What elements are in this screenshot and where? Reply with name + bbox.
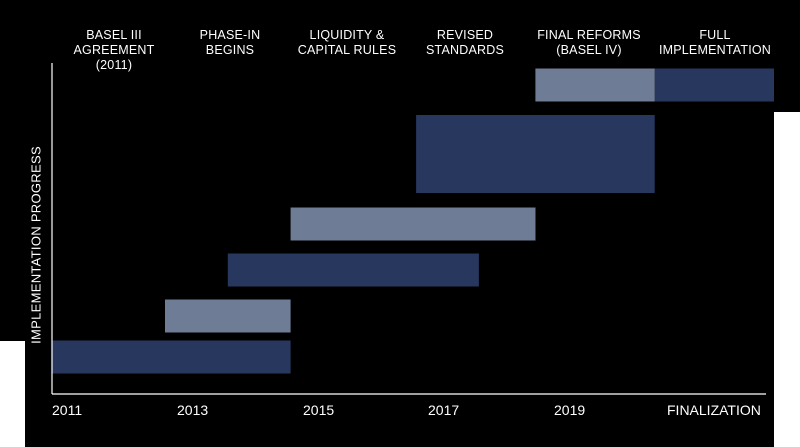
- phase-label-1: BASEL III AGREEMENT (2011): [54, 28, 174, 73]
- phase-label-1-line-3: (2011): [95, 58, 133, 72]
- phase-label-3-line-1: LIQUIDITY &: [309, 28, 385, 42]
- gantt-bar-2: [165, 299, 291, 333]
- phase-label-4-line-2: STANDARDS: [426, 43, 504, 57]
- phase-label-5-line-1: FINAL REFORMS: [537, 28, 641, 42]
- phase-label-1-line-2: AGREEMENT: [73, 43, 155, 57]
- phase-label-2-line-1: PHASE-IN: [199, 28, 261, 42]
- phase-label-3: LIQUIDITY & CAPITAL RULES: [287, 28, 407, 58]
- gantt-bar-5: [416, 115, 655, 193]
- phase-label-6: FULL IMPLEMENTATION: [655, 28, 775, 58]
- gantt-bar-7: [654, 68, 774, 102]
- x-tick-label-2015: 2015: [303, 402, 335, 418]
- phase-label-2-line-2: BEGINS: [205, 43, 255, 57]
- background-edge-left: [0, 341, 25, 447]
- gantt-bar-3: [227, 253, 479, 287]
- x-tick-label-2013: 2013: [177, 402, 209, 418]
- background-edge-right: [774, 112, 800, 447]
- phase-label-4: REVISED STANDARDS: [405, 28, 525, 58]
- gantt-bar-4: [290, 207, 536, 241]
- phase-label-6-line-1: FULL: [699, 28, 731, 42]
- phase-label-3-line-2: CAPITAL RULES: [297, 43, 397, 57]
- phase-label-4-line-1: REVISED: [436, 28, 494, 42]
- phase-label-1-line-1: BASEL III: [86, 28, 142, 42]
- phase-label-5-line-2: (BASEL IV): [556, 43, 622, 57]
- gantt-bar-1: [52, 340, 291, 374]
- x-tick-label-2017: 2017: [428, 402, 460, 418]
- x-tick-label-2011: 2011: [52, 402, 83, 418]
- x-tick-label-2019: 2019: [554, 402, 586, 418]
- x-tick-label-finalization: FINALIZATION: [667, 402, 761, 418]
- gantt-bar-6: [535, 68, 655, 102]
- phase-label-5: FINAL REFORMS (BASEL IV): [529, 28, 649, 58]
- phase-label-2: PHASE-IN BEGINS: [170, 28, 290, 58]
- phase-label-6-line-2: IMPLEMENTATION: [658, 43, 772, 57]
